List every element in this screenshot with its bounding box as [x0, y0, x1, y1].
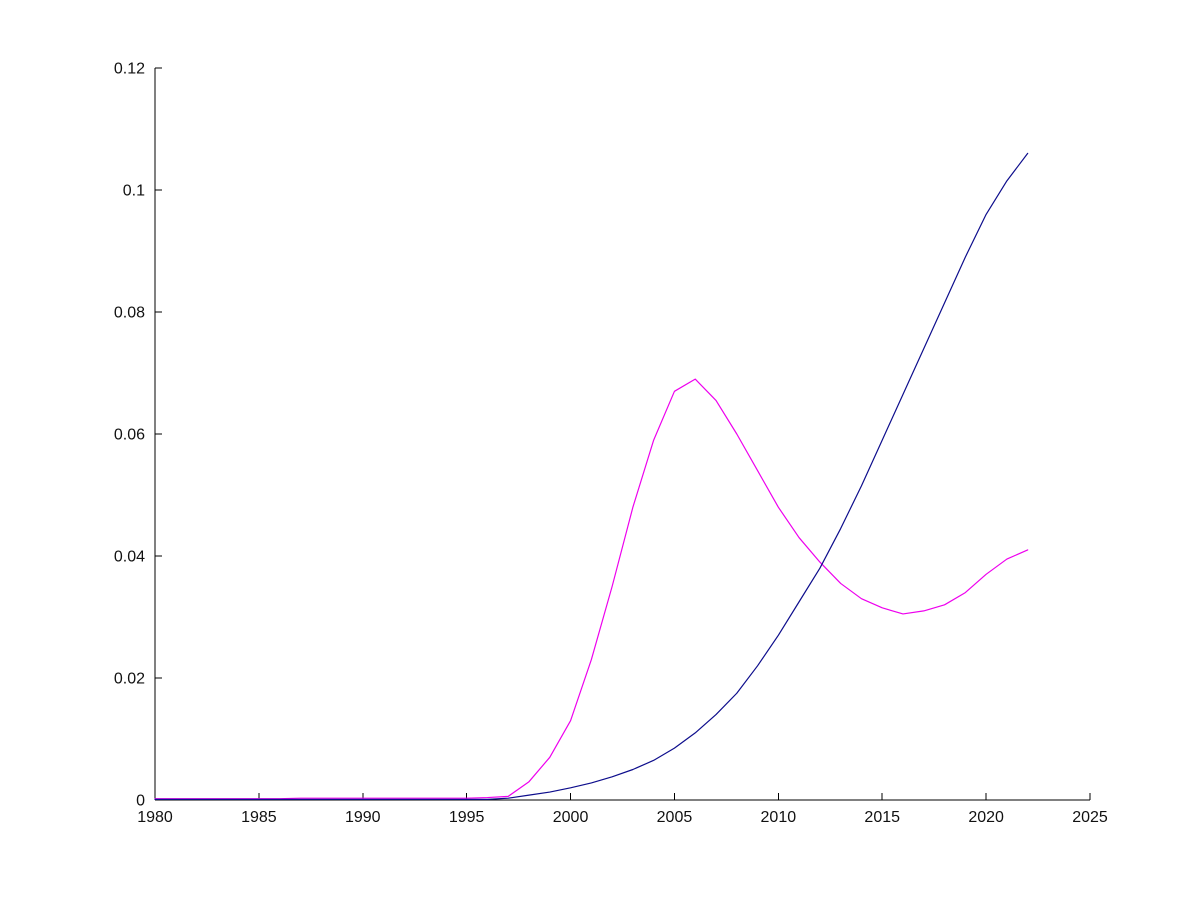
x-tick-label: 2010: [761, 809, 797, 826]
y-tick-label: 0.1: [123, 183, 145, 200]
y-tick-label: 0.02: [114, 671, 145, 688]
x-tick-label: 2000: [553, 809, 589, 826]
y-tick-label: 0.06: [114, 427, 145, 444]
x-tick-label: 2015: [864, 809, 900, 826]
x-tick-label: 2005: [657, 809, 693, 826]
x-tick-label: 1995: [449, 809, 485, 826]
x-tick-label: 2020: [968, 809, 1004, 826]
y-tick-label: 0.12: [114, 61, 145, 78]
x-tick-label: 2025: [1072, 809, 1108, 826]
y-tick-label: 0: [136, 793, 145, 810]
x-tick-label: 1980: [137, 809, 173, 826]
x-tick-label: 1990: [345, 809, 381, 826]
magenta-series-line: [154, 378, 1029, 800]
y-tick-label: 0.08: [114, 305, 145, 322]
y-tick-label: 0.04: [114, 549, 145, 566]
x-tick-label: 1985: [241, 809, 277, 826]
blue-series-line: [154, 152, 1029, 800]
